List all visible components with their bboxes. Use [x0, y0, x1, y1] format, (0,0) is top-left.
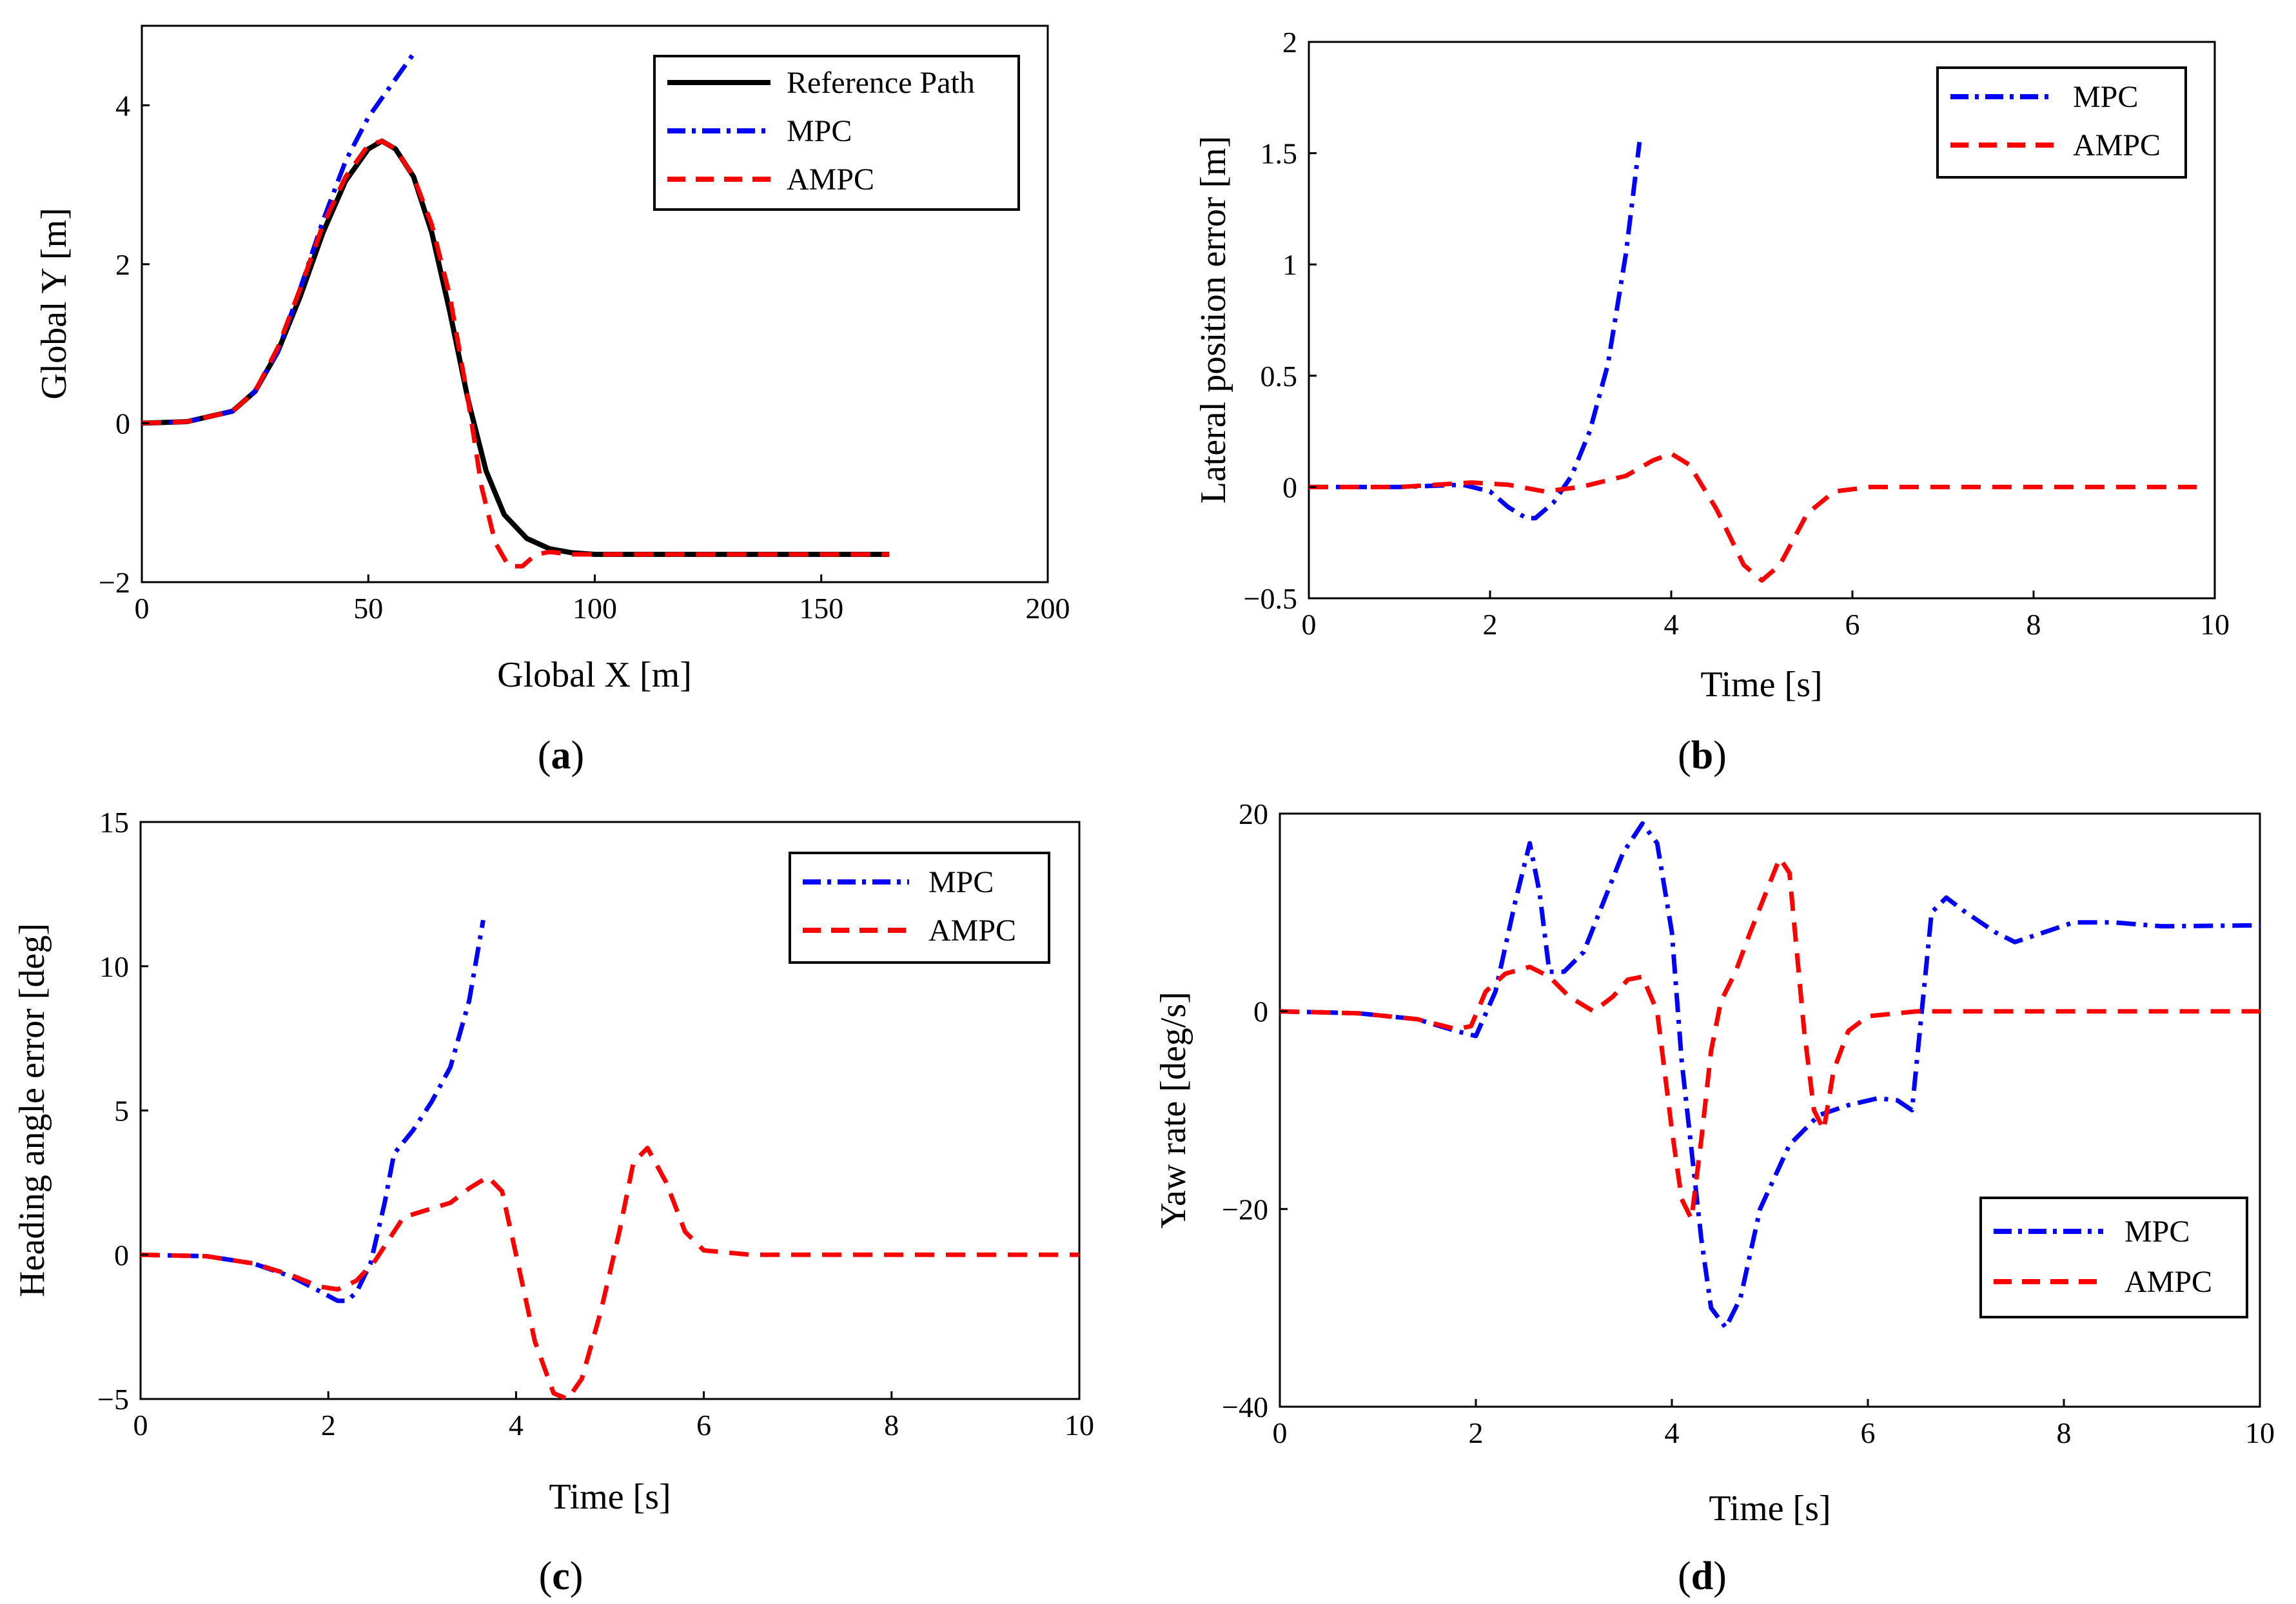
legend-box — [1979, 1197, 2248, 1318]
x-tick-label: 8 — [2026, 608, 2041, 641]
x-tick-label: 0 — [133, 1409, 148, 1442]
legend: Reference Path MPC AMPC — [653, 55, 1020, 211]
legend-label-ampc: AMPC — [928, 914, 1016, 948]
x-tick-label: 150 — [799, 592, 843, 625]
x-tick-label: 4 — [1664, 608, 1679, 641]
y-tick-label: 5 — [114, 1095, 129, 1128]
legend-label-ampc: AMPC — [2124, 1265, 2212, 1299]
y-ticks: −0.5 0 0.5 1 1.5 2 — [1244, 26, 1317, 615]
y-tick-label: 0 — [114, 1238, 129, 1271]
y-ticks: −2 0 2 4 — [99, 89, 150, 599]
x-ticks: 0 2 4 6 8 10 — [1273, 1399, 2275, 1449]
x-ticks: 0 2 4 6 8 10 — [133, 1391, 1094, 1442]
y-tick-label: 0 — [1282, 471, 1297, 504]
x-tick-label: 4 — [509, 1409, 524, 1442]
series-layer — [141, 52, 890, 569]
y-tick-label: 2 — [115, 248, 130, 281]
y-tick-label: 20 — [1239, 797, 1268, 830]
y-tick-label: −0.5 — [1244, 582, 1297, 615]
x-tick-label: 6 — [1845, 608, 1860, 641]
x-ticks: 0 50 100 150 200 — [135, 574, 1070, 625]
x-axis-label: Time [s] — [549, 1477, 671, 1517]
legend-label-mpc: MPC — [2073, 80, 2138, 114]
y-tick-label: 1.5 — [1261, 137, 1298, 170]
series-layer — [1279, 821, 2261, 1330]
caption-a: (a) — [538, 734, 584, 778]
legend: MPC AMPC — [789, 852, 1050, 964]
legend-box — [1936, 66, 2187, 179]
x-axis-label: Global X [m] — [497, 655, 692, 695]
y-tick-label: 4 — [115, 89, 130, 122]
series-line-mpc — [141, 52, 416, 425]
y-axis-label: Heading angle error [deg] — [12, 923, 52, 1297]
x-tick-label: 0 — [1273, 1416, 1288, 1449]
y-axis-label: Lateral position error [m] — [1193, 136, 1233, 504]
series-line-mpc — [1309, 141, 1642, 521]
caption-b: (b) — [1678, 734, 1727, 778]
legend-box — [789, 852, 1050, 964]
x-tick-label: 2 — [1469, 1416, 1484, 1449]
series-layer — [1309, 141, 2197, 583]
x-tick-label: 200 — [1026, 592, 1070, 625]
x-tick-label: 6 — [1861, 1416, 1876, 1449]
y-axis-label: Yaw rate [deg/s] — [1153, 992, 1193, 1229]
x-axis-label: Time [s] — [1709, 1489, 1830, 1529]
x-tick-label: 10 — [2200, 608, 2230, 641]
x-axis-label: Time [s] — [1700, 665, 1822, 705]
plot-area — [1279, 812, 2261, 1408]
legend: MPC AMPC — [1979, 1197, 2248, 1318]
y-axis-label: Global Y [m] — [34, 208, 74, 400]
y-tick-label: −40 — [1222, 1391, 1268, 1423]
x-tick-label: 0 — [135, 592, 150, 625]
series-line-ampc — [140, 1146, 1079, 1402]
y-tick-label: 10 — [99, 950, 129, 983]
legend-label-mpc: MPC — [928, 865, 994, 899]
y-tick-label: 0 — [115, 407, 130, 440]
series-line-mpc — [140, 919, 486, 1304]
x-tick-label: 0 — [1302, 608, 1317, 641]
panel-b: 0 2 4 6 8 10 −0.500.511.52 Time [s] Lateral p… — [1193, 26, 2230, 778]
x-tick-label: 6 — [696, 1409, 711, 1442]
y-tick-label: 0.5 — [1261, 360, 1298, 393]
x-tick-label: 50 — [353, 592, 383, 625]
panel-d: 0 2 4 6 8 10 −40 −20 0 20 Time [s] Yaw rate [deg… — [1153, 797, 2275, 1598]
series-line-mpc — [1279, 821, 2261, 1330]
caption-c: (c) — [539, 1554, 584, 1598]
x-tick-label: 2 — [321, 1409, 336, 1442]
x-tick-label: 8 — [2057, 1416, 2072, 1449]
series-line-ampc — [1309, 451, 2197, 583]
y-tick-label: −20 — [1222, 1193, 1268, 1226]
x-tick-label: 8 — [884, 1409, 899, 1442]
y-tick-label: 15 — [99, 806, 129, 839]
legend: MPC AMPC — [1936, 66, 2187, 179]
legend-label-ampc: AMPC — [2073, 128, 2161, 162]
legend-label-ampc: AMPC — [787, 162, 874, 197]
y-ticks: −40 −20 0 20 — [1222, 797, 1288, 1423]
y-tick-label: −5 — [97, 1383, 129, 1416]
x-tick-label: 2 — [1483, 608, 1498, 641]
x-tick-label: 4 — [1665, 1416, 1680, 1449]
plot-area — [1308, 41, 2216, 600]
series-line-ampc — [1279, 856, 2260, 1222]
y-tick-label: −2 — [99, 566, 130, 599]
x-tick-label: 10 — [1065, 1409, 1094, 1442]
x-tick-label: 100 — [573, 592, 617, 625]
legend-label-mpc: MPC — [2124, 1215, 2190, 1249]
x-tick-label: 10 — [2245, 1416, 2275, 1449]
y-tick-label: 2 — [1282, 26, 1297, 59]
caption-d: (d) — [1678, 1554, 1727, 1598]
y-tick-label: 0 — [1253, 995, 1268, 1028]
y-tick-label: 1 — [1282, 248, 1297, 281]
x-ticks: 0 2 4 6 8 10 — [1302, 591, 2230, 641]
y-ticks: −5 0 5 10 15 — [97, 806, 148, 1416]
series-line-ampc — [141, 139, 890, 569]
series-layer — [140, 919, 1079, 1402]
legend-label-reference-path: Reference Path — [787, 66, 975, 100]
legend-label-mpc: MPC — [787, 114, 852, 148]
